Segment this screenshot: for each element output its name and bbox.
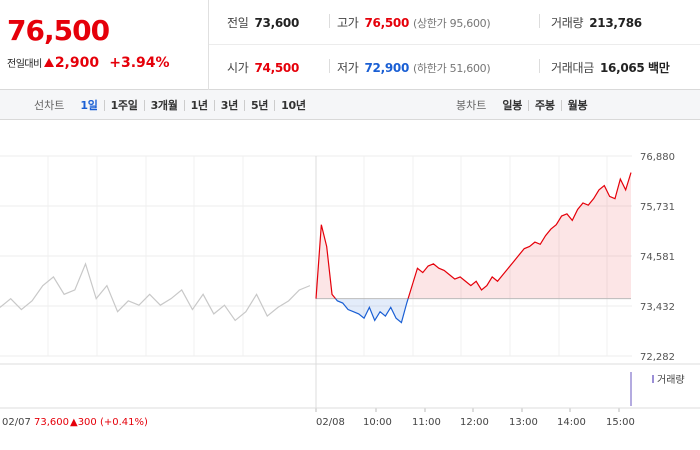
x-tick-label: 13:00 (509, 417, 538, 428)
candle-chart-tabs: 봉차트 일봉 주봉 월봉 (456, 90, 593, 120)
x-tick-label: 02/08 (316, 417, 345, 428)
line-chart-title: 선차트 (34, 99, 65, 112)
volume-panel: 거래량 (0, 363, 700, 409)
tab-1w[interactable]: 1주일 (103, 99, 144, 111)
volume-legend-swatch (652, 375, 654, 383)
x-tick-label: 11:00 (412, 417, 441, 428)
x-tick-label: 14:00 (557, 417, 586, 428)
change-percent: +3.94% (109, 55, 170, 71)
stat-row-1: 전일 73,600 고가 76,500 (상한가 95,600) 거래량 213,786 (209, 0, 700, 45)
tab-10y[interactable]: 10년 (274, 99, 312, 111)
candle-chart-title: 봉차트 (456, 99, 487, 112)
tab-1y[interactable]: 1년 (183, 99, 214, 111)
change-label: 전일대비 (7, 59, 42, 70)
tab-weekly[interactable]: 주봉 (528, 99, 561, 111)
quote-summary: 76,500 전일대비 2,900 +3.94% 전일 73,600 고가 76,50… (0, 0, 700, 90)
change-value: 2,900 (54, 55, 100, 71)
tab-3m[interactable]: 3개월 (143, 99, 184, 111)
trade-amount: 거래대금 16,065 백만 (551, 61, 670, 75)
y-tick-label: 74,581 (640, 252, 675, 263)
tab-1d[interactable]: 1일 (80, 98, 98, 112)
x-tick-label: 10:00 (363, 417, 392, 428)
chart-grid (0, 155, 632, 408)
tab-daily[interactable]: 일봉 (502, 98, 523, 112)
chart-plot (0, 172, 632, 324)
area-down (316, 298, 631, 323)
volume: 거래량 213,786 (551, 16, 642, 30)
y-tick-label: 75,731 (640, 202, 675, 213)
current-price: 76,500 (7, 14, 110, 47)
up-triangle-icon (43, 58, 54, 67)
series-today-up (315, 172, 632, 299)
x-tick-label: 15:00 (606, 417, 635, 428)
x-axis-labels: 02/08 10:00 11:00 12:00 13:00 14:00 15:00 02/07… (2, 408, 635, 428)
x-tick-label: 12:00 (460, 417, 489, 428)
price-chart[interactable]: 76,880 75,731 74,581 73,432 72,282 02/08 10:0… (0, 140, 700, 450)
tab-3y[interactable]: 3년 (213, 99, 244, 111)
chart-tabs: 선차트 1일 1주일 3개월 1년 3년 5년 10년 봉차트 일봉 주봉 월봉 (0, 90, 700, 120)
series-prev-day (0, 262, 311, 322)
prev-day-close: 73,600 (34, 417, 69, 428)
area-up (316, 172, 631, 299)
tab-5y[interactable]: 5년 (243, 99, 274, 111)
prev-close: 전일 73,600 (227, 16, 299, 30)
tab-monthly[interactable]: 월봉 (560, 99, 594, 111)
series-today-down (316, 298, 409, 324)
change-line: 전일대비 2,900 +3.94% (7, 55, 170, 71)
price-box: 76,500 전일대비 2,900 +3.94% (0, 0, 209, 90)
y-axis-ticks: 76,880 75,731 74,581 73,432 72,282 (640, 152, 675, 363)
y-tick-label: 76,880 (640, 152, 675, 163)
line-chart-tabs: 선차트 1일 1주일 3개월 1년 3년 5년 10년 (34, 90, 312, 120)
prev-day-label: 02/07 (2, 417, 31, 428)
y-tick-label: 72,282 (640, 352, 675, 363)
high-price: 고가 76,500 (상한가 95,600) (337, 16, 491, 30)
open-price: 시가 74,500 (227, 61, 299, 75)
volume-legend: 거래량 (657, 374, 685, 386)
stat-row-2: 시가 74,500 저가 72,900 (하한가 51,600) 거래대금 16,065… (209, 45, 700, 90)
low-price: 저가 72,900 (하한가 51,600) (337, 61, 491, 75)
prev-day-change: ▲300 (+0.41%) (70, 417, 148, 428)
y-tick-label: 73,432 (640, 302, 675, 313)
